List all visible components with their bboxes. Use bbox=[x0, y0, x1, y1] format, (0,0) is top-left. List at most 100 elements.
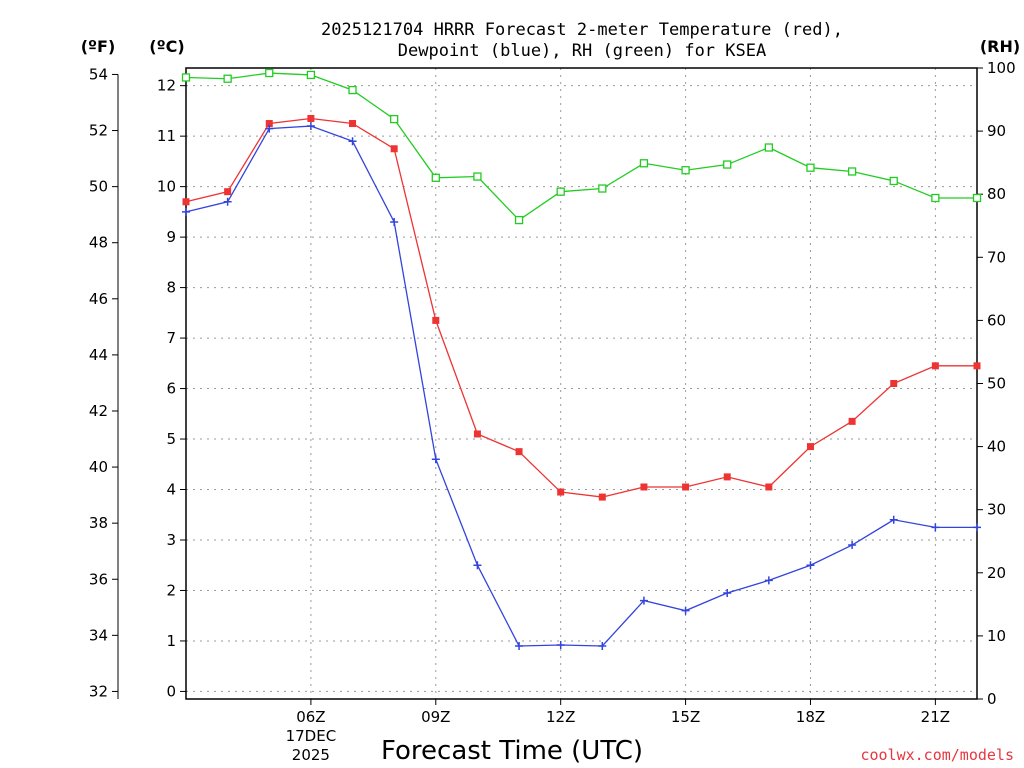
chart-title-line2: Dewpoint (blue), RH (green) for KSEA bbox=[398, 41, 766, 61]
dewpoint-point bbox=[473, 561, 482, 570]
temperature-point bbox=[973, 362, 981, 370]
dewpoint-point bbox=[556, 640, 565, 649]
temperature-point bbox=[806, 443, 814, 451]
fahrenheit-unit-label: (ºF) bbox=[81, 37, 116, 56]
fahrenheit-tick-label: 34 bbox=[89, 626, 108, 644]
celsius-tick-label: 6 bbox=[166, 380, 176, 398]
rh-point bbox=[764, 143, 773, 152]
x-tick-label: 12Z bbox=[546, 708, 575, 726]
temperature-point bbox=[515, 448, 523, 456]
fahrenheit-tick-label: 54 bbox=[89, 65, 108, 83]
fahrenheit-tick-label: 48 bbox=[89, 234, 108, 252]
dewpoint-point bbox=[223, 197, 232, 206]
celsius-tick-label: 4 bbox=[166, 481, 176, 499]
temperature-line bbox=[185, 117, 977, 498]
celsius-tick-label: 2 bbox=[166, 581, 176, 599]
rh-point bbox=[348, 85, 357, 95]
x-tick-date: 17DEC bbox=[286, 727, 337, 745]
rh-point bbox=[306, 70, 316, 80]
temperature-point bbox=[557, 488, 565, 496]
rh-unit-label: (RH) bbox=[980, 37, 1020, 56]
fahrenheit-tick-label: 44 bbox=[89, 346, 108, 364]
fahrenheit-tick-label: 38 bbox=[89, 514, 108, 532]
dewpoint-point bbox=[764, 576, 773, 585]
celsius-tick-label: 12 bbox=[157, 77, 176, 95]
rh-point bbox=[723, 160, 732, 169]
x-tick-label: 06Z bbox=[296, 708, 325, 726]
temperature-point bbox=[349, 120, 357, 128]
dewpoint-point bbox=[348, 137, 357, 146]
fahrenheit-tick-label: 36 bbox=[89, 570, 108, 588]
rh-tick-label: 50 bbox=[987, 375, 1006, 393]
celsius-tick-label: 1 bbox=[166, 632, 176, 650]
rh-point bbox=[223, 74, 232, 83]
rh-tick-label: 70 bbox=[987, 248, 1006, 266]
chart-title-line1: 2025121704 HRRR Forecast 2-meter Tempera… bbox=[321, 20, 843, 40]
dewpoint-point bbox=[848, 541, 857, 550]
dewpoint-point bbox=[931, 523, 940, 532]
rh-point bbox=[847, 167, 857, 176]
fahrenheit-tick-label: 52 bbox=[89, 122, 108, 140]
temperature-point bbox=[598, 493, 606, 501]
gridlines bbox=[186, 68, 977, 699]
source-credit: coolwx.com/models bbox=[860, 746, 1014, 764]
dewpoint-point bbox=[515, 641, 524, 650]
celsius-tick-label: 3 bbox=[166, 531, 176, 549]
celsius-tick-label: 0 bbox=[166, 682, 176, 700]
celsius-unit-label: (ºC) bbox=[149, 37, 184, 56]
celsius-tick-label: 8 bbox=[166, 279, 176, 297]
axes: 3234363840424446485052540123456789101112… bbox=[89, 59, 1016, 764]
rh-point bbox=[431, 173, 440, 182]
temperature-point bbox=[432, 316, 440, 324]
rh-point bbox=[681, 166, 690, 175]
plot-frame bbox=[185, 67, 978, 700]
x-tick-year: 2025 bbox=[292, 746, 330, 764]
rh-point bbox=[556, 187, 565, 196]
rh-point bbox=[514, 215, 524, 225]
rh-point bbox=[639, 159, 649, 168]
x-tick-label: 09Z bbox=[421, 708, 450, 726]
rh-point bbox=[181, 73, 191, 82]
dewpoint-point bbox=[431, 455, 440, 464]
x-tick-label: 18Z bbox=[796, 708, 825, 726]
rh-tick-label: 10 bbox=[987, 627, 1006, 645]
rh-point bbox=[390, 114, 399, 124]
rh-line bbox=[185, 72, 977, 221]
x-axis-title: Forecast Time (UTC) bbox=[381, 736, 643, 766]
dewpoint-point bbox=[681, 606, 690, 615]
rh-tick-label: 60 bbox=[987, 311, 1006, 329]
rh-point bbox=[889, 176, 898, 186]
temperature-point bbox=[931, 362, 939, 370]
rh-tick-label: 80 bbox=[987, 185, 1006, 203]
rh-point bbox=[598, 184, 607, 193]
temperature-point bbox=[890, 380, 898, 387]
rh-tick-label: 20 bbox=[987, 564, 1006, 582]
fahrenheit-tick-label: 40 bbox=[89, 458, 108, 476]
temperature-point bbox=[640, 483, 648, 491]
rh-point bbox=[806, 163, 815, 172]
celsius-tick-label: 7 bbox=[166, 329, 176, 347]
temperature-point bbox=[682, 483, 690, 491]
temperature-point bbox=[265, 120, 273, 128]
rh-point bbox=[972, 193, 982, 203]
temperature-point bbox=[307, 114, 315, 122]
temperature-point bbox=[390, 145, 398, 153]
dewpoint-point bbox=[806, 561, 815, 570]
dewpoint-point bbox=[182, 207, 190, 216]
dewpoint-point bbox=[390, 217, 399, 226]
fahrenheit-tick-label: 32 bbox=[89, 682, 108, 700]
dewpoint-point bbox=[598, 641, 607, 650]
temperature-point bbox=[473, 430, 481, 438]
dewpoint-line bbox=[185, 125, 977, 647]
dewpoint-point bbox=[639, 596, 648, 605]
temperature-point bbox=[723, 473, 731, 481]
temperature-point bbox=[848, 417, 856, 425]
data-series bbox=[181, 68, 982, 650]
temperature-point bbox=[182, 198, 190, 206]
temperature-point bbox=[224, 188, 232, 196]
fahrenheit-tick-label: 42 bbox=[89, 402, 108, 420]
rh-tick-label: 0 bbox=[987, 690, 997, 708]
celsius-tick-label: 11 bbox=[157, 127, 176, 145]
dewpoint-point bbox=[723, 588, 732, 597]
